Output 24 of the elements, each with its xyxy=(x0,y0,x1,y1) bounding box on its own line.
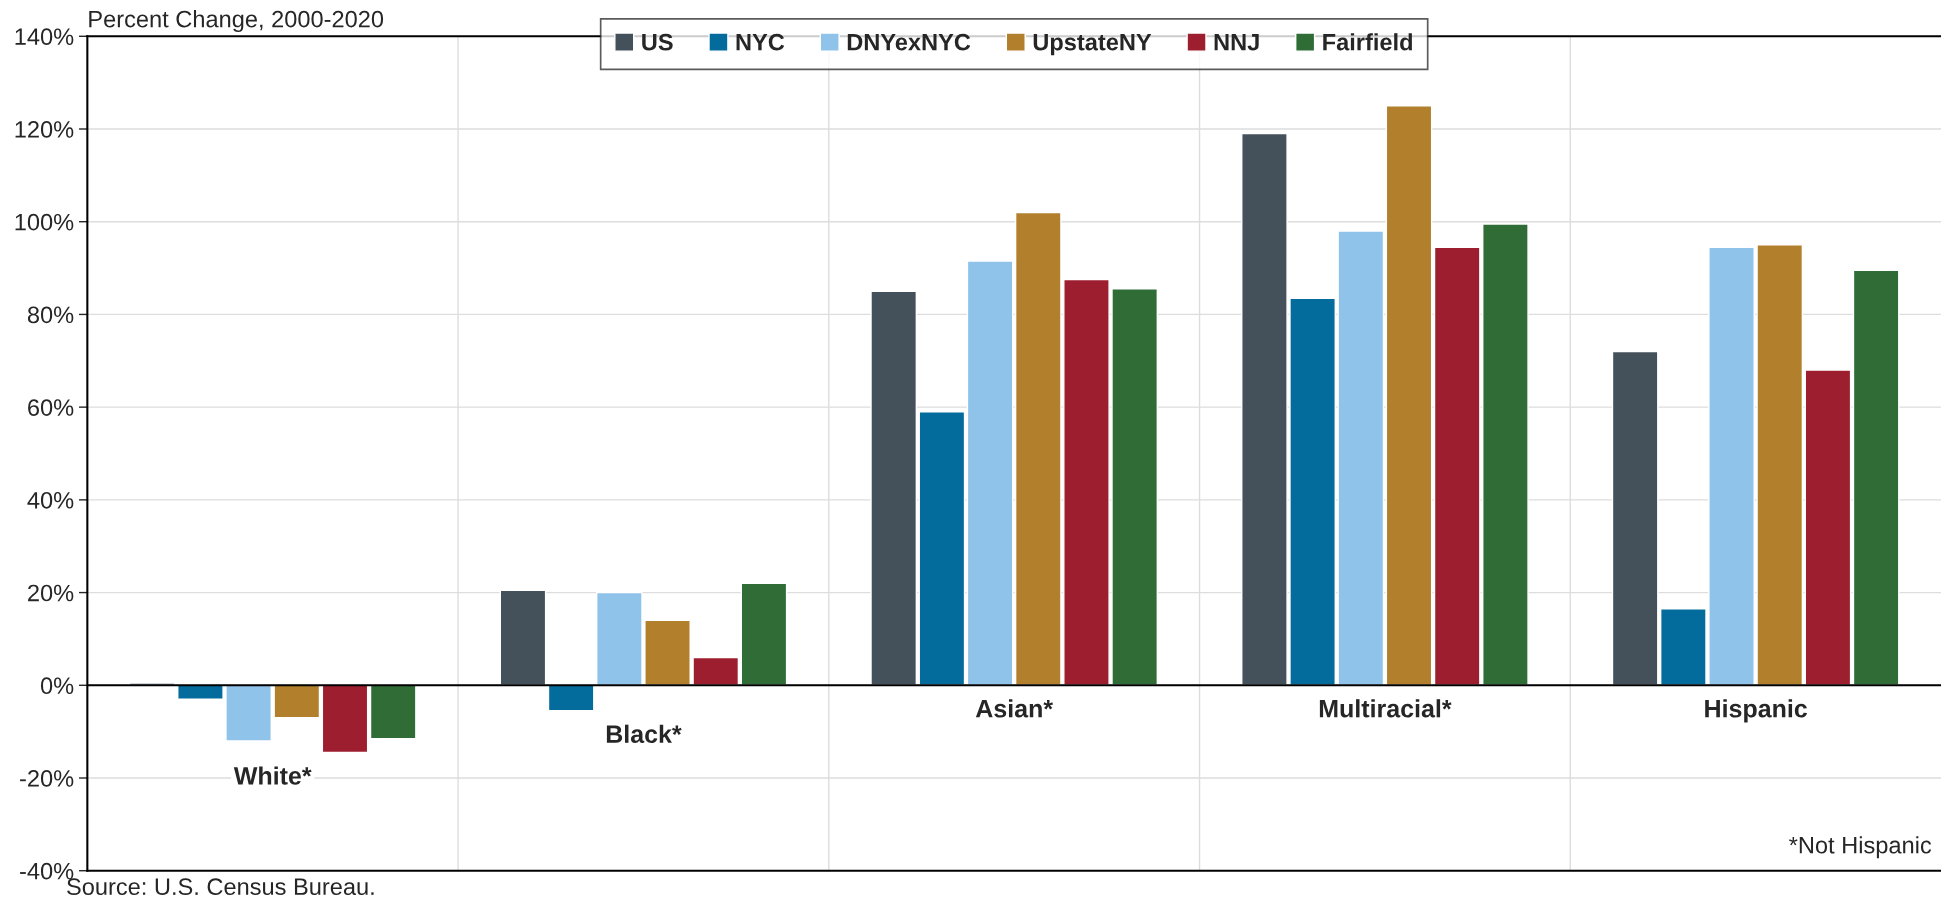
y-tick-label: -40% xyxy=(20,862,74,880)
legend-label: NYC xyxy=(736,33,785,51)
y-tick-label: 60% xyxy=(28,399,74,416)
legend-label: Fairfield xyxy=(1323,33,1412,51)
source-note: Source: U.S. Census Bureau. xyxy=(67,878,374,896)
y-axis-title: Percent Change, 2000-2020 xyxy=(89,10,384,33)
x-tick-label: White* xyxy=(233,766,312,785)
y-tick-label: 140% xyxy=(15,28,74,46)
legend-label: NNJ xyxy=(1214,34,1259,51)
annotation: *Not Hispanic xyxy=(1789,836,1932,859)
legend-label: UpstateNY xyxy=(1033,34,1152,56)
y-tick-label: 40% xyxy=(27,491,74,509)
y-tick-label: 20% xyxy=(28,584,74,602)
y-tick-label: 0% xyxy=(40,677,74,695)
y-tick-label: -20% xyxy=(20,770,74,787)
y-tick-label: 120% xyxy=(15,121,74,138)
legend-label: US xyxy=(642,33,673,51)
legend-label: DNYexNYC xyxy=(847,33,971,51)
x-tick-label: Hispanic xyxy=(1705,699,1808,723)
y-tick-label: 100% xyxy=(15,213,74,231)
x-tick-label: Multiracial* xyxy=(1319,699,1452,718)
y-tick-label: 80% xyxy=(27,306,74,324)
x-tick-label: Black* xyxy=(606,724,682,744)
x-tick-label: Asian* xyxy=(975,699,1054,718)
